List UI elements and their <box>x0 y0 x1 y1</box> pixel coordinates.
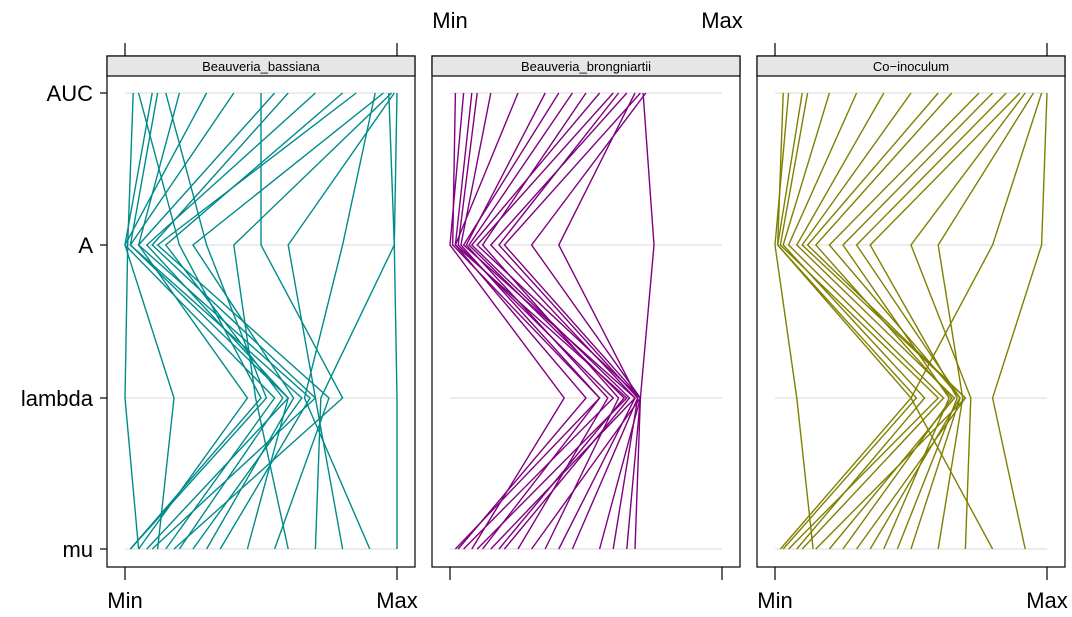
x-tick-label-max-top: Max <box>701 8 743 33</box>
data-line-12 <box>124 92 175 550</box>
data-line-8 <box>910 92 1026 550</box>
data-line-3 <box>787 92 945 550</box>
x-tick-label-min: Min <box>757 588 792 612</box>
strip-header <box>756 55 1066 77</box>
data-line-6 <box>476 92 642 550</box>
strip-header <box>431 55 741 77</box>
y-label-auc: AUC <box>47 81 94 106</box>
data-line-8 <box>233 92 393 550</box>
data-line-16 <box>156 92 357 550</box>
data-line-11 <box>774 92 814 550</box>
data-line-15 <box>842 92 994 550</box>
data-line-16 <box>558 92 639 550</box>
data-line-4 <box>137 92 249 550</box>
x-tick-label-min-top: Min <box>432 8 467 33</box>
y-label-lambda: lambda <box>21 386 94 411</box>
strip-title: Beauveria_bassiana <box>202 59 321 74</box>
data-line-18 <box>468 92 626 550</box>
data-line-2 <box>129 92 290 550</box>
data-line-9 <box>314 92 396 550</box>
y-label-a: A <box>78 233 93 258</box>
data-line-5 <box>814 92 953 550</box>
data-line-15 <box>145 92 316 550</box>
x-tick-label-min: Min <box>107 588 142 612</box>
data-line-12 <box>460 92 601 550</box>
data-line-11 <box>124 92 140 550</box>
data-line-15 <box>498 92 639 550</box>
data-line-14 <box>806 92 967 550</box>
data-line-6 <box>828 92 980 550</box>
data-line-2 <box>457 92 615 550</box>
series-lines <box>124 92 398 550</box>
data-line-17 <box>454 92 587 550</box>
data-line-9 <box>530 92 647 550</box>
data-line-10 <box>393 92 398 549</box>
data-line-17 <box>776 92 918 550</box>
data-line-10 <box>991 92 1048 550</box>
data-line-1 <box>776 92 912 550</box>
panel-3: Co−inoculum <box>756 43 1066 580</box>
strip-title: Beauveria_brongniartii <box>521 59 651 74</box>
series-lines <box>449 92 655 550</box>
panel-frame <box>756 55 1066 568</box>
data-line-18 <box>869 92 1021 550</box>
data-line-7 <box>855 92 1007 550</box>
strip-header <box>106 55 416 77</box>
data-line-3 <box>454 92 628 550</box>
data-line-8 <box>503 92 642 550</box>
data-line-1 <box>451 92 601 550</box>
data-line-10 <box>634 92 655 550</box>
data-line-19 <box>129 92 268 550</box>
series-lines <box>774 92 1048 550</box>
y-axis-labels: mu lambda A AUC <box>21 81 107 562</box>
data-line-3 <box>124 92 276 550</box>
panels-layer: Beauveria_bassiana Beauveria_brongniartii… <box>106 43 1066 580</box>
data-line-11 <box>449 92 566 550</box>
data-line-14 <box>481 92 620 550</box>
data-line-9 <box>910 92 1043 550</box>
data-line-13 <box>129 92 303 550</box>
data-line-14 <box>137 92 311 550</box>
data-line-13 <box>795 92 956 550</box>
x-tick-label-max: Max <box>376 588 418 612</box>
data-line-2 <box>779 92 940 550</box>
strip-title: Co−inoculum <box>873 59 949 74</box>
data-line-20 <box>173 93 344 550</box>
panel-2: Beauveria_brongniartii <box>431 55 741 580</box>
panel-1: Beauveria_bassiana <box>106 43 416 580</box>
data-line-12 <box>782 92 926 550</box>
data-line-18 <box>303 92 376 550</box>
data-line-13 <box>465 92 609 550</box>
x-axis-labels: Min Max Min Max Min Max <box>107 8 1068 613</box>
y-label-mu: mu <box>62 537 93 562</box>
data-line-16 <box>937 92 1034 550</box>
x-tick-label-max: Max <box>1026 588 1068 612</box>
data-line-5 <box>151 92 317 550</box>
panel-frame <box>431 55 741 568</box>
